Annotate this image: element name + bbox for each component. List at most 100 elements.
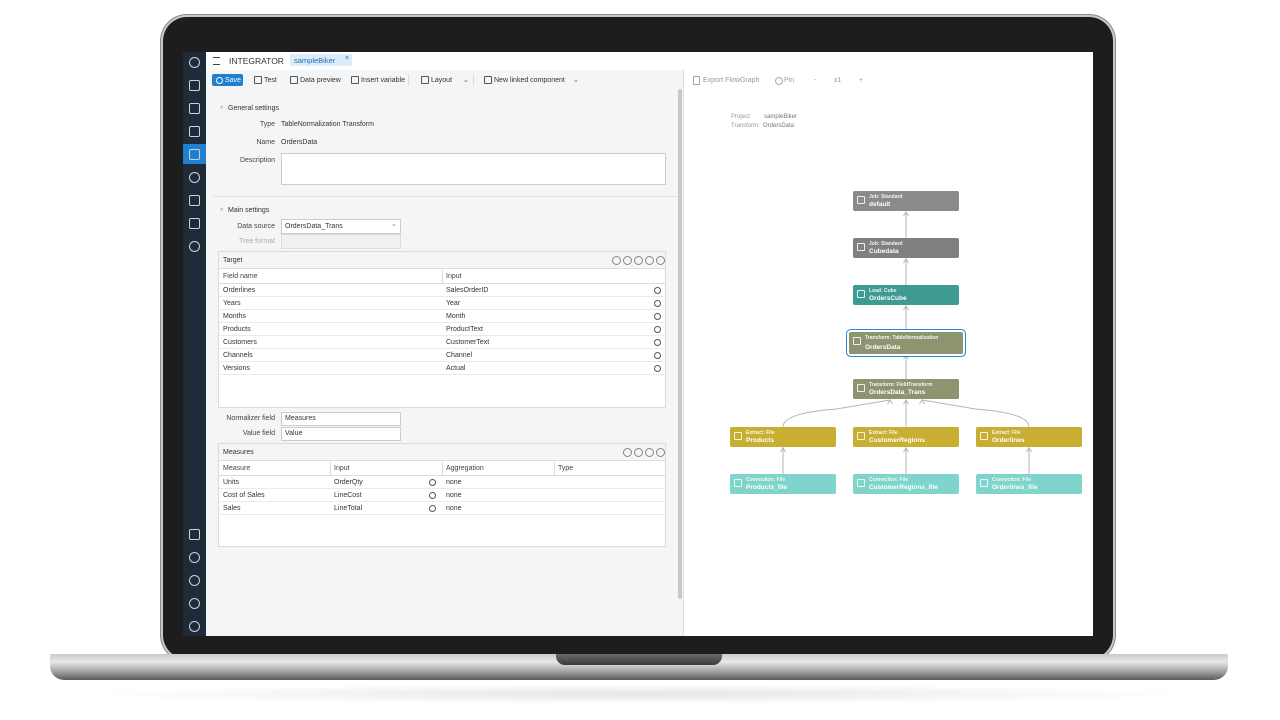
flow-node[interactable]: Transform: FieldTransform OrdersData_Tran… (853, 379, 959, 399)
nav-icon[interactable] (189, 195, 200, 206)
scrollbar (678, 89, 682, 599)
table-action-icon[interactable] (656, 256, 665, 265)
flow-node[interactable]: Connection: File CustomerRegions_file (853, 474, 959, 494)
toolbar-button[interactable]: Layout (431, 77, 453, 84)
dropdown-caret[interactable]: ⌄ (391, 221, 397, 228)
tool-icon[interactable] (693, 76, 700, 85)
collapse-icon[interactable]: ^ (220, 208, 224, 215)
table-title: Measures (223, 449, 254, 456)
link-icon[interactable] (654, 339, 661, 346)
menu-icon[interactable] (213, 57, 220, 65)
table-cell: Channel (446, 352, 473, 359)
value-input[interactable] (281, 427, 401, 441)
nav-active[interactable] (183, 144, 206, 164)
info-value: sampleBiker (764, 114, 798, 120)
table-action-icon[interactable] (634, 448, 643, 457)
flow-node[interactable]: Extract: File Orderlines (976, 427, 1082, 447)
table-row: Products ProductText (219, 323, 665, 336)
node-label: Products (746, 437, 775, 444)
tab-close[interactable]: × (345, 55, 350, 62)
toolbar-button[interactable]: Data preview (300, 77, 341, 84)
node-type: Connection: File (992, 477, 1032, 483)
table-cell: Products (223, 326, 251, 333)
flowgraph-panel: Export FlowGraph Pin - x1 + Project: sampleBik… (683, 70, 1093, 636)
table-cell: Channels (223, 352, 253, 359)
toolbar-icon (484, 76, 492, 84)
select-value: OrdersData_Trans (285, 223, 343, 230)
table-action-icon[interactable] (612, 256, 621, 265)
flowgraph-tool[interactable]: + (859, 77, 864, 84)
field-label: Data source (237, 223, 275, 230)
node-label: Cubedata (869, 248, 899, 255)
node-icon (857, 384, 865, 392)
flowgraph-tool[interactable]: x1 (834, 77, 842, 84)
input-value: Measures (285, 415, 316, 422)
dropdown-caret[interactable]: ⌄ (463, 77, 469, 84)
flow-node[interactable]: Connection: File Orderlines_file (976, 474, 1082, 494)
tool-icon[interactable] (775, 77, 783, 85)
table-cell: ProductText (446, 326, 483, 333)
flow-node[interactable]: Job: Standard Cubedata (853, 238, 959, 258)
nav-icon[interactable] (189, 552, 200, 563)
link-icon[interactable] (654, 313, 661, 320)
flowgraph-edges (780, 211, 1032, 474)
flow-edge (782, 399, 891, 428)
toolbar-button[interactable]: New linked component (494, 77, 565, 84)
table-action-icon[interactable] (645, 448, 654, 457)
link-icon[interactable] (654, 287, 661, 294)
link-icon[interactable] (654, 352, 661, 359)
toolbar-button[interactable]: Save (225, 77, 241, 84)
flow-edge (903, 258, 909, 264)
flow-node[interactable]: Transform: TableNormalization OrdersData (849, 332, 963, 354)
table-action-icon[interactable] (623, 256, 632, 265)
flow-node[interactable]: Extract: File CustomerRegions (853, 427, 959, 447)
nav-icon[interactable] (189, 80, 200, 91)
flow-node[interactable]: Job: Standard default (853, 191, 959, 211)
flow-node[interactable]: Extract: File Products (730, 427, 836, 447)
table-action-icon[interactable] (656, 448, 665, 457)
collapse-icon[interactable]: ^ (220, 106, 224, 113)
dropdown-caret[interactable]: ⌄ (573, 77, 579, 84)
table-action-icon[interactable] (634, 256, 643, 265)
column-divider (442, 462, 443, 475)
table-action-icon[interactable] (623, 448, 632, 457)
nav-icon[interactable] (189, 172, 200, 183)
node-icon (980, 432, 988, 440)
nav-icon[interactable] (189, 149, 200, 160)
table-action-icon[interactable] (645, 256, 654, 265)
flow-node[interactable]: Connection: File Products_file (730, 474, 836, 494)
input-value: Value (285, 430, 303, 437)
table-row: Units OrderQty none (219, 476, 665, 489)
nav-icon[interactable] (189, 598, 200, 609)
description-input[interactable] (281, 153, 666, 185)
nav-icon[interactable] (189, 218, 200, 229)
link-icon[interactable] (429, 505, 436, 512)
link-icon[interactable] (654, 300, 661, 307)
flowgraph-tool[interactable]: Export FlowGraph (703, 77, 760, 84)
toolbar-button[interactable]: Insert variable (361, 77, 405, 84)
data-source-select[interactable] (281, 219, 401, 234)
nav-icon[interactable] (189, 241, 200, 252)
flowgraph-tool[interactable]: - (814, 77, 817, 84)
column-header: Input (334, 465, 350, 472)
flowgraph-tool[interactable]: Pin (784, 77, 795, 84)
toolbar-button[interactable]: Test (264, 77, 277, 84)
field-value: OrdersData (281, 139, 318, 146)
flow-node[interactable]: Load: Cube OrdersCube (853, 285, 959, 305)
node-type: Extract: File (869, 430, 898, 436)
nav-icon[interactable] (189, 529, 200, 540)
link-icon[interactable] (654, 326, 661, 333)
tab[interactable] (290, 54, 352, 66)
flow-edge (887, 399, 893, 405)
nav-icon[interactable] (189, 621, 200, 632)
table-cell: Units (223, 479, 239, 486)
link-icon[interactable] (654, 365, 661, 372)
nav-icon[interactable] (189, 575, 200, 586)
tab-title[interactable]: sampleBiker (294, 56, 336, 65)
field-label: Type (259, 121, 275, 128)
link-icon[interactable] (429, 492, 436, 499)
link-icon[interactable] (429, 479, 436, 486)
nav-icon[interactable] (189, 103, 200, 114)
normalizer-input[interactable] (281, 412, 401, 426)
nav-icon[interactable] (189, 126, 200, 137)
